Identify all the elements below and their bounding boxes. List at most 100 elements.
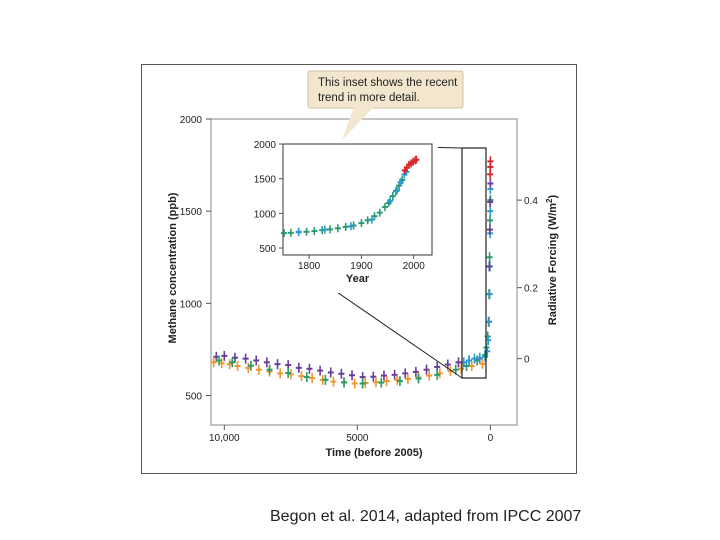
main-data-point bbox=[396, 376, 403, 387]
main-series-7 bbox=[487, 156, 494, 180]
callout-line-1: This inset shows the recent bbox=[318, 77, 458, 89]
y-tick-label: 1500 bbox=[180, 207, 203, 218]
main-data-point bbox=[378, 377, 385, 388]
main-series-6 bbox=[486, 178, 494, 272]
main-data-point bbox=[274, 359, 281, 370]
inset-x-tick-label: 1900 bbox=[350, 261, 373, 272]
main-data-point bbox=[380, 370, 387, 381]
inset-data-point bbox=[327, 225, 334, 234]
main-data-point bbox=[487, 156, 494, 167]
main-data-point bbox=[277, 368, 284, 379]
callout-pointer bbox=[342, 107, 374, 140]
x-tick-label: 10,000 bbox=[209, 433, 240, 444]
main-data-point bbox=[452, 364, 459, 375]
main-data-point bbox=[486, 252, 493, 263]
y-tick-label: 2000 bbox=[180, 115, 203, 126]
main-data-point bbox=[484, 346, 491, 357]
main-data-point bbox=[266, 364, 273, 375]
inset-y-tick-label: 1500 bbox=[254, 175, 277, 186]
inset-x-tick-label: 2000 bbox=[403, 261, 426, 272]
figure-caption: Begon et al. 2014, adapted from IPCC 200… bbox=[270, 508, 582, 525]
main-data-point bbox=[317, 365, 324, 376]
main-data-point bbox=[221, 350, 228, 361]
y2-axis-title: Radiative Forcing (W/m2) bbox=[545, 194, 560, 325]
main-data-point bbox=[487, 178, 494, 189]
callout-line-2: trend in more detail. bbox=[318, 92, 420, 104]
main-data-point bbox=[458, 363, 465, 374]
main-data-point bbox=[404, 373, 411, 384]
main-data-point bbox=[359, 378, 366, 389]
main-data-point bbox=[486, 261, 493, 272]
callout-box bbox=[307, 70, 464, 109]
main-data-point bbox=[370, 371, 377, 382]
inset-plot-area bbox=[282, 143, 433, 256]
main-data-point bbox=[466, 355, 473, 366]
main-data-point bbox=[372, 377, 379, 388]
zoom-region-box bbox=[461, 147, 487, 379]
main-plot-area bbox=[210, 118, 518, 426]
inset-data-point bbox=[334, 224, 341, 233]
main-data-point bbox=[486, 289, 493, 300]
main-data-point bbox=[341, 377, 348, 388]
main-data-point bbox=[309, 372, 316, 383]
main-data-point bbox=[322, 374, 329, 385]
inset-x-tick-label: 1800 bbox=[298, 261, 321, 272]
inset-y-tick-label: 2000 bbox=[254, 140, 277, 151]
inset-data-point bbox=[397, 178, 404, 187]
main-data-point bbox=[434, 369, 441, 380]
main-data-point bbox=[298, 371, 305, 382]
main-data-point bbox=[487, 206, 494, 217]
main-series-1 bbox=[210, 357, 486, 389]
y-axis-title: Methane concentration (ppb) bbox=[167, 192, 179, 343]
inset-x-axis-title: Year bbox=[346, 273, 370, 285]
inset-data-point bbox=[389, 192, 396, 201]
inset-data-point bbox=[358, 219, 365, 228]
inset-data-point bbox=[376, 208, 383, 217]
y2-tick-label: 0 bbox=[524, 355, 530, 366]
main-data-point bbox=[423, 364, 430, 375]
inset-data-point bbox=[321, 225, 328, 234]
main-data-point bbox=[338, 368, 345, 379]
main-data-point bbox=[487, 196, 494, 207]
main-data-point bbox=[285, 368, 292, 379]
x-axis-title: Time (before 2005) bbox=[325, 447, 422, 459]
inset-data-point bbox=[311, 227, 318, 236]
callout-bubble: This inset shows the recent trend in more… bbox=[307, 70, 464, 140]
inset-y-tick-label: 1000 bbox=[254, 209, 277, 220]
x-tick-label: 5000 bbox=[346, 433, 369, 444]
main-data-point bbox=[351, 378, 358, 389]
main-data-point bbox=[486, 316, 493, 327]
y2-tick-label: 0.4 bbox=[524, 196, 538, 207]
main-data-point bbox=[306, 363, 313, 374]
inset-y-tick-label: 500 bbox=[259, 244, 276, 255]
x-tick-label: 0 bbox=[488, 433, 494, 444]
y-tick-label: 1000 bbox=[180, 299, 203, 310]
main-data-point bbox=[263, 357, 270, 368]
main-data-point bbox=[327, 367, 334, 378]
inset-data-point bbox=[347, 222, 354, 231]
inset-data-point bbox=[303, 227, 310, 236]
main-data-point bbox=[412, 366, 419, 377]
main-data-point bbox=[455, 357, 462, 368]
inset-data-point bbox=[393, 186, 400, 195]
main-data-point bbox=[215, 355, 222, 366]
main-data-point bbox=[415, 373, 422, 384]
main-data-point bbox=[247, 360, 254, 371]
main-data-point bbox=[229, 357, 236, 368]
main-data-point bbox=[468, 361, 475, 372]
main-series-2 bbox=[215, 355, 481, 389]
main-data-point bbox=[242, 353, 249, 364]
main-data-point bbox=[234, 361, 241, 372]
main-data-point bbox=[486, 224, 493, 235]
inset-data-point bbox=[381, 203, 388, 212]
main-data-point bbox=[426, 370, 433, 381]
inset-data-point bbox=[387, 196, 394, 205]
inset-data-point bbox=[281, 229, 288, 238]
main-data-point bbox=[486, 215, 493, 226]
inset-series-1 bbox=[295, 167, 410, 236]
main-data-point bbox=[330, 376, 337, 387]
main-data-point bbox=[210, 357, 217, 368]
main-data-point bbox=[471, 353, 478, 364]
main-data-point bbox=[303, 372, 310, 383]
